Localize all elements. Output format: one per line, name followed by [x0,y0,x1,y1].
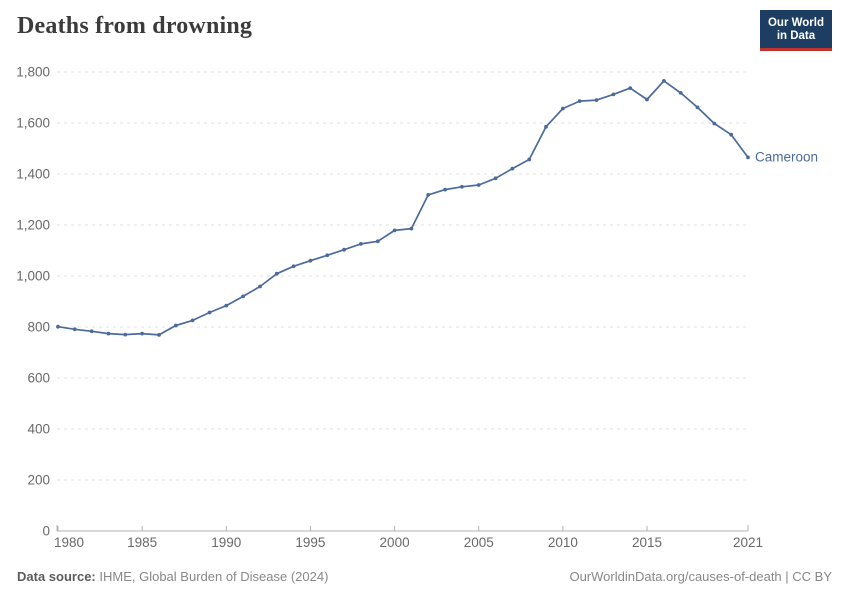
line-chart[interactable]: 0 200 400 600 800 1,000 1,200 1,400 1,600 1,800 19… [0,0,850,560]
svg-text:600: 600 [27,371,50,386]
owid-logo[interactable]: Our World in Data [759,10,832,51]
svg-text:200: 200 [27,473,50,488]
x-axis: 1980 1985 1990 1995 2000 2005 2010 2015 2021 [54,525,763,550]
svg-text:2010: 2010 [548,535,578,550]
svg-text:1,000: 1,000 [16,269,50,284]
svg-text:400: 400 [27,422,50,437]
svg-text:1,400: 1,400 [16,167,50,182]
owid-logo-line1: Our World [767,17,824,29]
svg-text:1,800: 1,800 [16,65,50,80]
svg-text:1990: 1990 [211,535,241,550]
svg-text:1980: 1980 [54,535,84,550]
data-source: Data source: IHME, Global Burden of Dise… [17,569,328,584]
chart-footer: Data source: IHME, Global Burden of Dise… [17,569,832,584]
series-markers [56,79,750,337]
svg-text:1,200: 1,200 [16,218,50,233]
svg-text:1,600: 1,600 [16,116,50,131]
data-source-value: IHME, Global Burden of Disease (2024) [99,569,329,584]
svg-text:0: 0 [42,524,50,539]
gridlines [57,71,748,481]
svg-text:2005: 2005 [464,535,494,550]
svg-text:2015: 2015 [632,535,662,550]
y-axis-labels: 0 200 400 600 800 1,000 1,200 1,400 1,600 1,800 [16,65,50,539]
svg-text:1985: 1985 [127,535,157,550]
svg-text:2021: 2021 [733,535,763,550]
svg-text:2000: 2000 [380,535,410,550]
series-line-cameroon[interactable] [57,80,749,336]
chart-title: Deaths from drowning [17,13,253,39]
svg-text:1995: 1995 [295,535,325,550]
footer-link[interactable]: OurWorldinData.org/causes-of-death | CC … [569,569,832,584]
data-source-label: Data source: [17,569,96,584]
series-label-cameroon[interactable]: Cameroon [755,149,818,164]
owid-logo-line2: in Data [776,30,816,42]
svg-text:800: 800 [27,320,50,335]
